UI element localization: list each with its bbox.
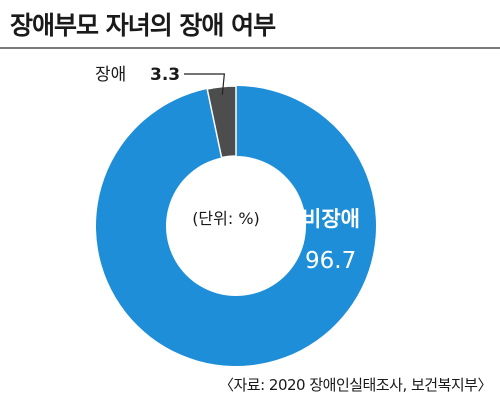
slice-non-disabled: [96, 86, 377, 366]
title-divider: [0, 47, 500, 49]
chart-title: 장애부모 자녀의 장애 여부: [10, 11, 276, 40]
leader-line-disabled: [184, 73, 226, 95]
label-disabled-value: 3.3: [150, 65, 180, 85]
label-non-disabled-value: 96.7: [305, 248, 356, 274]
unit-note: (단위: %): [192, 209, 260, 228]
label-disabled-name: 장애: [95, 65, 126, 85]
slice-disabled: [206, 85, 237, 159]
label-non-disabled-name: 비장애: [302, 207, 360, 231]
source-note: 〈자료: 2020 장애인실태조사, 보건복지부〉: [218, 376, 493, 394]
